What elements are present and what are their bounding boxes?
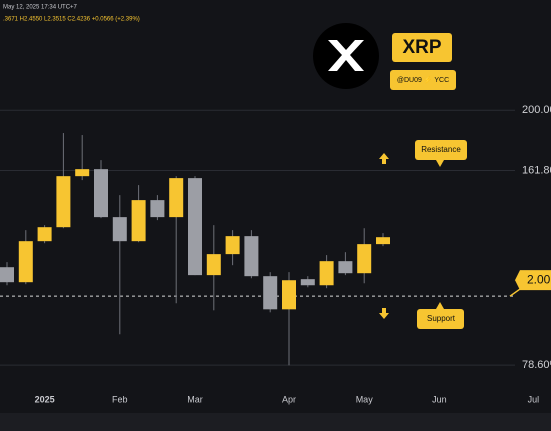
- candle-body: [300, 279, 315, 286]
- down-arrow: [379, 308, 389, 319]
- x-tick-label: 2025: [35, 394, 55, 404]
- support-callout: Support: [379, 302, 464, 329]
- support-price-box: [515, 270, 551, 291]
- candle-body: [56, 176, 71, 228]
- support-label: Support: [427, 314, 456, 323]
- candle-body: [225, 236, 240, 255]
- y-tick-label: 78.60%: [522, 359, 551, 371]
- candle-body: [376, 237, 390, 245]
- candle-body: [131, 200, 146, 242]
- candle-body: [188, 178, 202, 276]
- header-ohlc: .3671 H2.4550 L2.3515 C2.4236 +0.0566 (+…: [3, 17, 140, 23]
- y-tick-label: 200.00: [522, 104, 551, 116]
- x-tick-label: Jul: [528, 394, 540, 404]
- candle-body: [263, 276, 278, 310]
- x-tick-label: Feb: [112, 394, 128, 404]
- header-date: May 12, 2025 17:34 UTC+7: [3, 5, 78, 11]
- up-arrow: [379, 153, 389, 164]
- logo-title: XRP: [402, 37, 441, 58]
- candle-body: [37, 227, 52, 242]
- x-tick-label: Mar: [187, 394, 203, 404]
- candle-body: [169, 178, 184, 218]
- resistance-pointer: [436, 160, 444, 167]
- resistance-box: [415, 140, 467, 160]
- support-box: [417, 309, 464, 329]
- resistance-callout: Resistance: [379, 140, 467, 167]
- x-tick-label: May: [356, 394, 374, 404]
- candle-body: [206, 254, 221, 276]
- x-tick-label: Apr: [282, 394, 296, 404]
- bottom-bar: [0, 413, 551, 431]
- handle: @DU09 ⚡ YCC: [397, 75, 449, 84]
- handle-box: [390, 70, 456, 90]
- candle-body: [0, 267, 14, 283]
- y-tick-label: 161.80: [522, 164, 551, 176]
- candle-body: [319, 261, 334, 286]
- candle-body: [112, 217, 127, 242]
- support-price-label: 2.00: [527, 272, 551, 286]
- candle-body: [75, 169, 90, 177]
- candle-body: [94, 169, 108, 218]
- resistance-label: Resistance: [421, 145, 461, 154]
- candle-body: [282, 280, 296, 310]
- candle-body: [338, 261, 353, 274]
- x-tick-label: Jun: [432, 394, 447, 404]
- logo-title-box: [392, 33, 452, 62]
- support-pointer: [436, 302, 444, 309]
- candle-body: [244, 236, 259, 277]
- logo: XRP @DU09 ⚡ YCC: [313, 23, 456, 90]
- candle-body: [150, 200, 165, 218]
- candle-body: [357, 244, 372, 274]
- candle-body: [18, 241, 33, 283]
- logo-mark: [328, 40, 364, 71]
